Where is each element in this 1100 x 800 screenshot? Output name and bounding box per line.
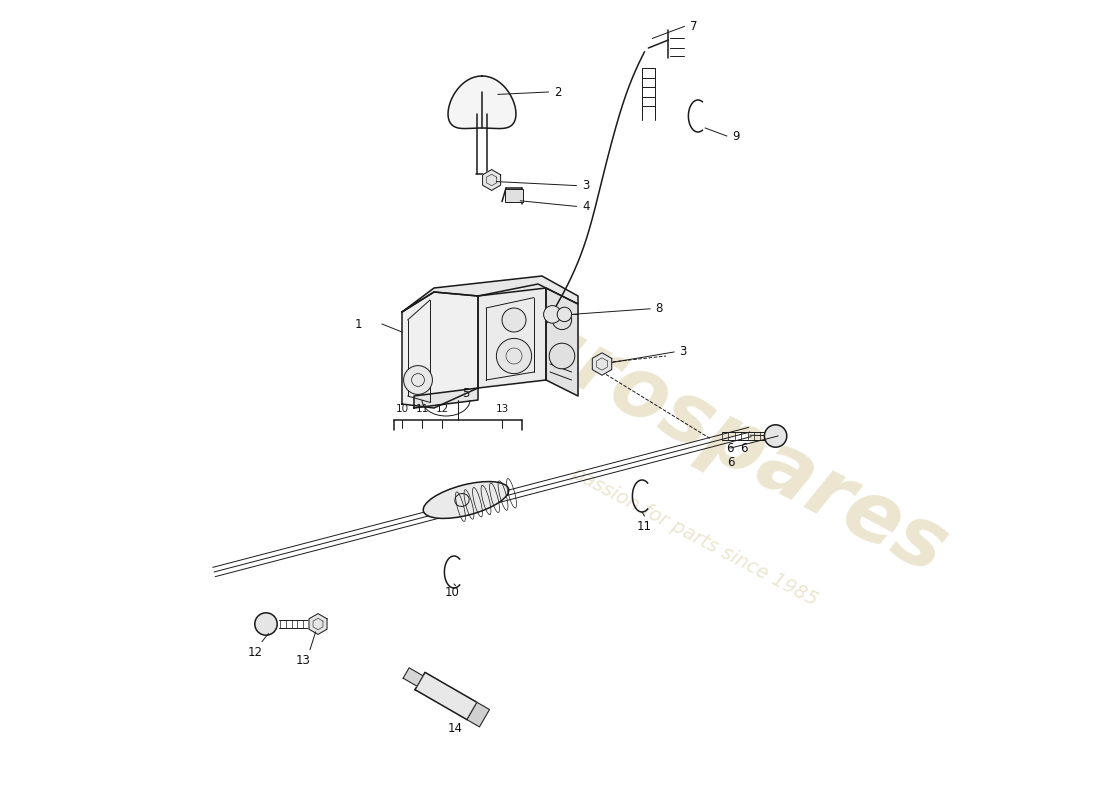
Polygon shape (414, 388, 478, 408)
Text: 8: 8 (656, 302, 663, 315)
Text: 6: 6 (726, 442, 734, 454)
Text: 3: 3 (582, 179, 590, 192)
Polygon shape (404, 668, 424, 686)
Text: 10: 10 (395, 403, 408, 414)
Polygon shape (468, 702, 490, 727)
Text: 10: 10 (446, 586, 460, 598)
Polygon shape (478, 284, 546, 388)
Text: 6: 6 (727, 456, 735, 469)
Text: 1: 1 (354, 318, 362, 330)
Polygon shape (415, 672, 477, 720)
Text: eurospares: eurospares (459, 273, 961, 591)
Polygon shape (402, 276, 578, 312)
Circle shape (549, 343, 575, 369)
Circle shape (552, 310, 572, 330)
Text: 13: 13 (495, 403, 508, 414)
Text: 12: 12 (436, 403, 449, 414)
Polygon shape (546, 288, 578, 396)
Text: 13: 13 (296, 654, 311, 667)
Circle shape (543, 306, 561, 323)
Circle shape (764, 425, 786, 447)
Text: 3: 3 (680, 346, 688, 358)
Circle shape (502, 308, 526, 332)
Text: 11: 11 (637, 520, 652, 533)
Circle shape (558, 307, 572, 322)
Text: 2: 2 (554, 86, 561, 98)
Circle shape (255, 613, 277, 635)
Polygon shape (483, 170, 500, 190)
Text: 9: 9 (733, 130, 740, 142)
Text: 6: 6 (740, 442, 748, 454)
Text: 7: 7 (690, 20, 697, 33)
Text: 12: 12 (249, 646, 263, 659)
Text: 14: 14 (448, 722, 463, 734)
Circle shape (496, 338, 531, 374)
Polygon shape (309, 614, 327, 634)
Text: 5: 5 (462, 387, 470, 400)
Bar (505, 189, 522, 202)
Text: passion for parts since 1985: passion for parts since 1985 (568, 462, 821, 610)
Ellipse shape (424, 482, 508, 518)
Text: 11: 11 (416, 403, 429, 414)
Polygon shape (402, 292, 478, 408)
Text: 4: 4 (582, 200, 590, 213)
Circle shape (404, 366, 432, 394)
Polygon shape (592, 353, 612, 375)
Polygon shape (448, 76, 516, 129)
